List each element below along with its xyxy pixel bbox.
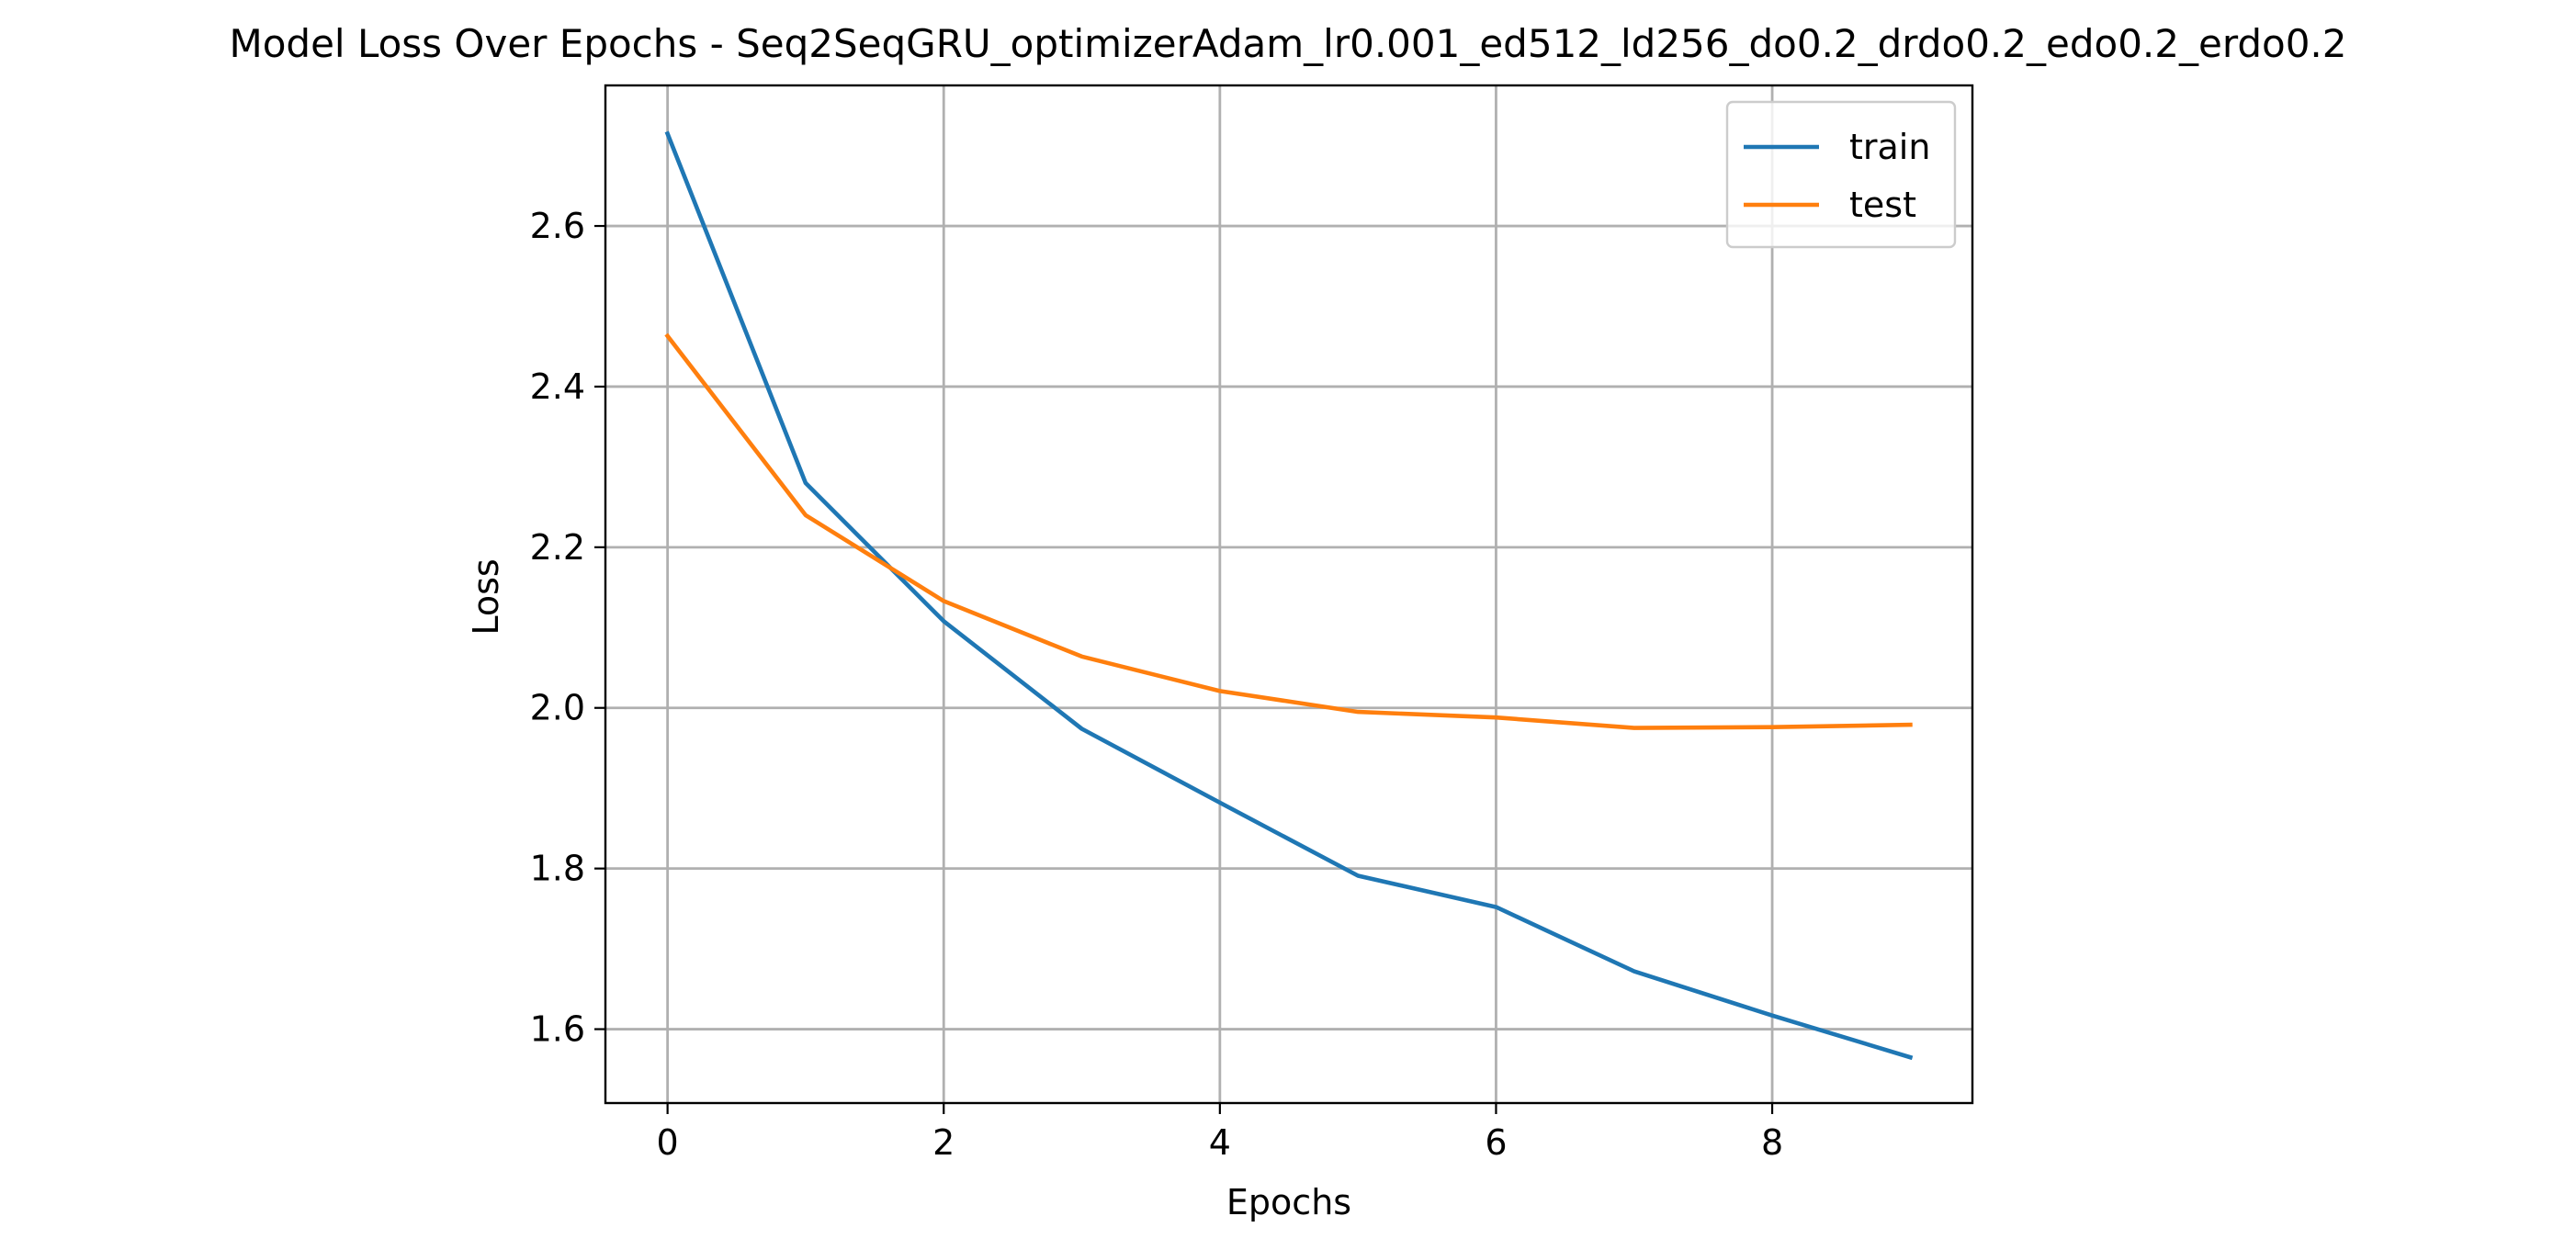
y-axis-label: Loss — [466, 558, 506, 635]
x-tick-label: 4 — [1209, 1122, 1231, 1163]
plot-area-frame — [604, 84, 1974, 1105]
legend: train test — [1725, 100, 1957, 249]
y-tick-label: 2.2 — [530, 527, 585, 568]
legend-label-train: train — [1849, 127, 1930, 167]
y-tick-label: 1.6 — [530, 1009, 585, 1050]
x-tick-label: 0 — [657, 1122, 679, 1163]
x-tick-label: 2 — [932, 1122, 955, 1163]
legend-box — [1725, 100, 1957, 249]
legend-label-test: test — [1849, 185, 1916, 225]
y-tick-label: 2.6 — [530, 206, 585, 246]
y-tick-label: 2.0 — [530, 688, 585, 728]
y-tick-label: 1.8 — [530, 849, 585, 889]
y-tick-label: 2.4 — [530, 366, 585, 407]
series-line-train — [664, 130, 1914, 1061]
x-tick-label: 8 — [1761, 1122, 1783, 1163]
chart-title: Model Loss Over Epochs - Seq2SeqGRU_opti… — [229, 21, 2346, 66]
x-axis-label: Epochs — [1226, 1182, 1351, 1222]
x-tick-label: 6 — [1485, 1122, 1507, 1163]
series-line-test — [664, 332, 1913, 730]
